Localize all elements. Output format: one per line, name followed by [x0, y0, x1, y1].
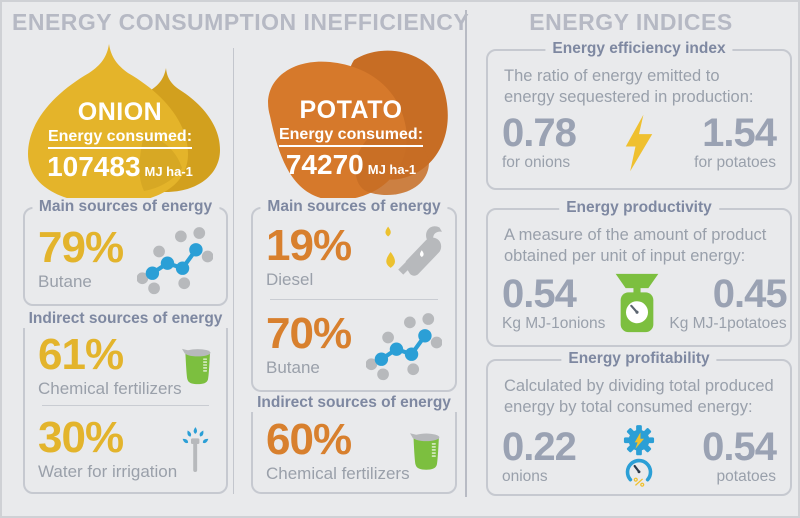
onion-main-sources-title: Main sources of energy: [31, 198, 220, 216]
potato-diesel-item: 19% Diesel: [266, 223, 442, 291]
potato-diesel-label: Diesel: [266, 269, 314, 289]
onion-indirect-sources-title: Indirect sources of energy: [21, 310, 230, 328]
onion-fertilizers-label: Chemical fertilizers: [38, 378, 182, 398]
onion-indirect-sources-box: Indirect sources of energy 61% Chemical …: [21, 310, 230, 494]
lightning-bolt-icon: [625, 114, 653, 171]
profitability-onion-caption: onions: [502, 467, 548, 485]
beaker-icon: [181, 348, 211, 384]
potato-indirect-sources-title: Indirect sources of energy: [250, 394, 458, 412]
productivity-onion-caption: Kg MJ-1onions: [502, 314, 606, 332]
onion-water-item: 30% Water for irrigation: [38, 413, 213, 485]
energy-productivity-title: Energy productivity: [559, 199, 719, 217]
onion-butane-item: 79% Butane: [38, 223, 213, 295]
potato-graphic: POTATO Energy consumed: 74270 MJ ha-1: [242, 42, 460, 204]
potato-name: POTATO: [299, 96, 403, 124]
row-divider: [42, 405, 209, 406]
profitability-onion-value: 0.22: [502, 424, 577, 469]
onion-graphic: ONION Energy consumed: 107483 MJ ha-1: [14, 42, 226, 204]
productivity-potato-caption: Kg MJ-1potatoes: [669, 314, 787, 332]
productivity-potato-value: 0.45: [712, 271, 788, 316]
column-divider-1: [233, 48, 234, 494]
onion-water-percent: 30%: [38, 412, 124, 462]
energy-productivity-box: Energy productivity A measure of the amo…: [486, 199, 792, 347]
energy-efficiency-values: 0.78 for onions 1.54 for potatoes: [502, 111, 777, 172]
potato-icon: [268, 50, 448, 201]
onion-consumed-label: Energy consumed:: [47, 128, 193, 149]
energy-profitability-description: Calculated by dividing total produced en…: [504, 377, 774, 416]
onion-main-sources-box: Main sources of energy 79% Butane: [23, 198, 228, 306]
energy-productivity-values: 0.54 Kg MJ-1onions 0.45 Kg MJ-1potatoes: [502, 271, 788, 334]
energy-efficiency-box: Energy efficiency index The ratio of ene…: [486, 40, 792, 190]
fuel-nozzle-icon: [385, 225, 442, 276]
potato-diesel-percent: 19%: [266, 220, 352, 270]
potato-fertilizers-item: 60% Chemical fertilizers: [266, 414, 442, 484]
potato-consumed-value: 74270 MJ ha-1: [285, 148, 417, 180]
potato-consumed-label: Energy consumed:: [278, 126, 424, 147]
potato-text-block: POTATO Energy consumed: 74270 MJ ha-1: [242, 98, 460, 179]
onion-butane-percent: 79%: [38, 222, 124, 272]
onion-butane-label: Butane: [38, 271, 92, 291]
efficiency-onion-value: 0.78: [502, 111, 577, 156]
energy-profitability-box: Energy profitability Calculated by divid…: [486, 350, 792, 496]
left-panel-title: ENERGY CONSUMPTION INEFFICIENCY: [12, 9, 470, 35]
profitability-potato-caption: potatoes: [716, 467, 776, 485]
efficiency-potato-caption: for potatoes: [694, 154, 776, 172]
onion-text-block: ONION Energy consumed: 107483 MJ ha-1: [14, 100, 226, 181]
potato-fertilizers-label: Chemical fertilizers: [266, 463, 410, 483]
efficiency-potato-value: 1.54: [702, 111, 777, 156]
profitability-potato-value: 0.54: [702, 424, 777, 469]
column-divider-2: [465, 10, 467, 497]
potato-fertilizers-percent: 60%: [266, 414, 352, 464]
butane-molecule-icon: [137, 226, 213, 294]
sprinkler-icon: [182, 426, 209, 472]
potato-main-sources-box: Main sources of energy 19% Diesel: [251, 198, 457, 392]
gear-gauge-icon: [623, 425, 655, 488]
onion-fertilizers-item: 61% Chemical fertilizers: [38, 329, 213, 399]
energy-efficiency-description: The ratio of energy emitted to energy se…: [504, 67, 754, 106]
energy-profitability-title: Energy profitability: [561, 350, 717, 368]
beaker-icon: [409, 432, 439, 470]
energy-productivity-description: A measure of the amount of product obtai…: [504, 226, 767, 265]
row-divider: [270, 299, 438, 300]
potato-indirect-sources-box: Indirect sources of energy 60% Chemical …: [250, 394, 458, 494]
onion-consumed-value: 107483 MJ ha-1: [47, 150, 193, 182]
efficiency-onion-caption: for onions: [502, 154, 571, 172]
butane-molecule-icon: [366, 312, 442, 380]
potato-butane-label: Butane: [266, 357, 320, 377]
kitchen-scale-icon: [616, 274, 659, 333]
energy-profitability-values: 0.22 onions: [502, 423, 777, 489]
potato-butane-item: 70% Butane: [266, 309, 442, 381]
productivity-onion-value: 0.54: [502, 271, 577, 316]
right-panel-title: ENERGY INDICES: [529, 9, 733, 35]
onion-water-label: Water for irrigation: [38, 461, 178, 481]
potato-butane-percent: 70%: [266, 308, 352, 358]
energy-efficiency-title: Energy efficiency index: [545, 40, 733, 58]
onion-name: ONION: [77, 98, 163, 126]
onion-fertilizers-percent: 61%: [38, 329, 124, 379]
potato-main-sources-title: Main sources of energy: [260, 198, 448, 216]
